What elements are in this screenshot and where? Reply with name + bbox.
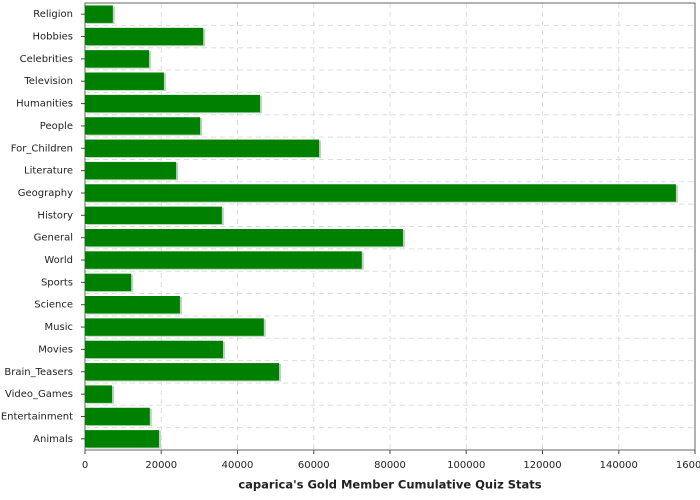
- x-tick-label: 40000: [222, 460, 254, 471]
- y-tick-label: Geography: [18, 188, 73, 199]
- bar: [85, 251, 362, 269]
- bar: [85, 94, 260, 113]
- y-tick-label: Religion: [33, 9, 73, 20]
- bar: [85, 385, 113, 403]
- bar: [85, 50, 150, 68]
- bar: [85, 184, 676, 202]
- bar: [85, 139, 320, 157]
- bar: [85, 228, 403, 247]
- y-tick-label: Hobbies: [33, 32, 73, 43]
- x-tick-label: 0: [82, 460, 88, 471]
- y-tick-label: General: [34, 233, 73, 244]
- bar: [85, 5, 113, 23]
- chart-title: caparica's Gold Member Cumulative Quiz S…: [238, 478, 541, 492]
- y-tick-label: Television: [23, 76, 73, 87]
- x-tick-label: 80000: [374, 460, 406, 471]
- x-tick-label: 100000: [447, 460, 485, 471]
- bar: [85, 318, 264, 336]
- x-tick-label: 140000: [600, 460, 638, 471]
- y-tick-label: Humanities: [16, 99, 73, 110]
- bar: [85, 340, 224, 359]
- bar: [85, 273, 132, 292]
- y-tick-label: World: [44, 255, 73, 266]
- x-tick-label: 60000: [298, 460, 330, 471]
- bar: [85, 161, 177, 180]
- y-tick-label: Literature: [24, 166, 73, 177]
- y-tick-label: Celebrities: [20, 54, 73, 65]
- bar: [85, 206, 222, 225]
- y-tick-label: Movies: [38, 344, 73, 355]
- y-tick-label: Animals: [33, 434, 73, 445]
- x-tick-label: 160000: [676, 460, 700, 471]
- bar: [85, 430, 159, 448]
- y-tick-label: Sports: [41, 277, 73, 288]
- bar: [85, 296, 180, 314]
- x-tick-label: 120000: [523, 460, 561, 471]
- bar: [85, 363, 280, 381]
- y-tick-label: People: [40, 121, 73, 132]
- bar: [85, 407, 150, 426]
- plot-frame: [84, 2, 696, 451]
- y-tick-label: Video_Games: [5, 389, 73, 400]
- y-tick-label: Music: [45, 322, 73, 333]
- y-tick-label: Science: [34, 300, 73, 311]
- bar: [85, 27, 204, 46]
- y-tick-label: For_Children: [11, 143, 73, 154]
- y-tick-label: Brain_Teasers: [4, 367, 73, 378]
- bar: [85, 117, 201, 135]
- x-tick-label: 20000: [145, 460, 177, 471]
- y-tick-label: Entertainment: [1, 411, 73, 422]
- y-tick-label: History: [37, 210, 73, 221]
- bar: [85, 72, 164, 90]
